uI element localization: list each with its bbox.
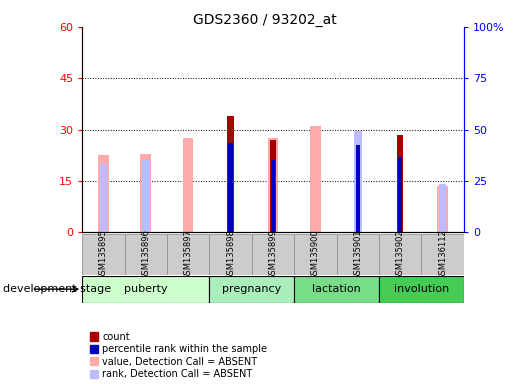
- Bar: [82, 276, 209, 303]
- Bar: [437, 186, 448, 232]
- Bar: [270, 140, 276, 232]
- Bar: [209, 276, 294, 303]
- Bar: [310, 126, 321, 232]
- Bar: [209, 234, 252, 275]
- Text: involution: involution: [394, 284, 449, 294]
- Text: GSM135896: GSM135896: [142, 229, 150, 280]
- Text: GSM135902: GSM135902: [396, 229, 404, 280]
- Bar: [294, 234, 337, 275]
- Bar: [100, 164, 107, 232]
- Text: GSM136112: GSM136112: [438, 229, 447, 280]
- Text: GSM135901: GSM135901: [354, 229, 362, 280]
- Bar: [167, 234, 209, 275]
- Bar: [268, 138, 278, 232]
- Bar: [398, 157, 402, 232]
- Bar: [356, 145, 360, 232]
- Text: development stage: development stage: [3, 284, 111, 294]
- Bar: [294, 276, 379, 303]
- Text: GSM135900: GSM135900: [311, 229, 320, 280]
- Bar: [271, 161, 275, 232]
- Bar: [140, 154, 151, 232]
- Text: puberty: puberty: [124, 284, 167, 294]
- Legend: count, percentile rank within the sample, value, Detection Call = ABSENT, rank, : count, percentile rank within the sample…: [90, 332, 267, 379]
- Bar: [98, 155, 109, 232]
- Text: GSM135895: GSM135895: [99, 229, 108, 280]
- Bar: [252, 234, 294, 275]
- Bar: [337, 234, 379, 275]
- Text: GSM135899: GSM135899: [269, 229, 277, 280]
- Bar: [397, 135, 403, 232]
- Bar: [142, 161, 149, 232]
- Bar: [421, 234, 464, 275]
- Bar: [439, 184, 446, 232]
- Bar: [228, 143, 233, 232]
- Bar: [354, 131, 361, 232]
- Bar: [183, 138, 193, 232]
- Bar: [125, 234, 167, 275]
- Bar: [227, 116, 234, 232]
- Text: pregnancy: pregnancy: [222, 284, 281, 294]
- Text: GSM135897: GSM135897: [184, 229, 192, 280]
- Text: GDS2360 / 93202_at: GDS2360 / 93202_at: [193, 13, 337, 27]
- Text: lactation: lactation: [312, 284, 361, 294]
- Bar: [82, 234, 125, 275]
- Bar: [379, 276, 464, 303]
- Bar: [379, 234, 421, 275]
- Text: GSM135898: GSM135898: [226, 229, 235, 280]
